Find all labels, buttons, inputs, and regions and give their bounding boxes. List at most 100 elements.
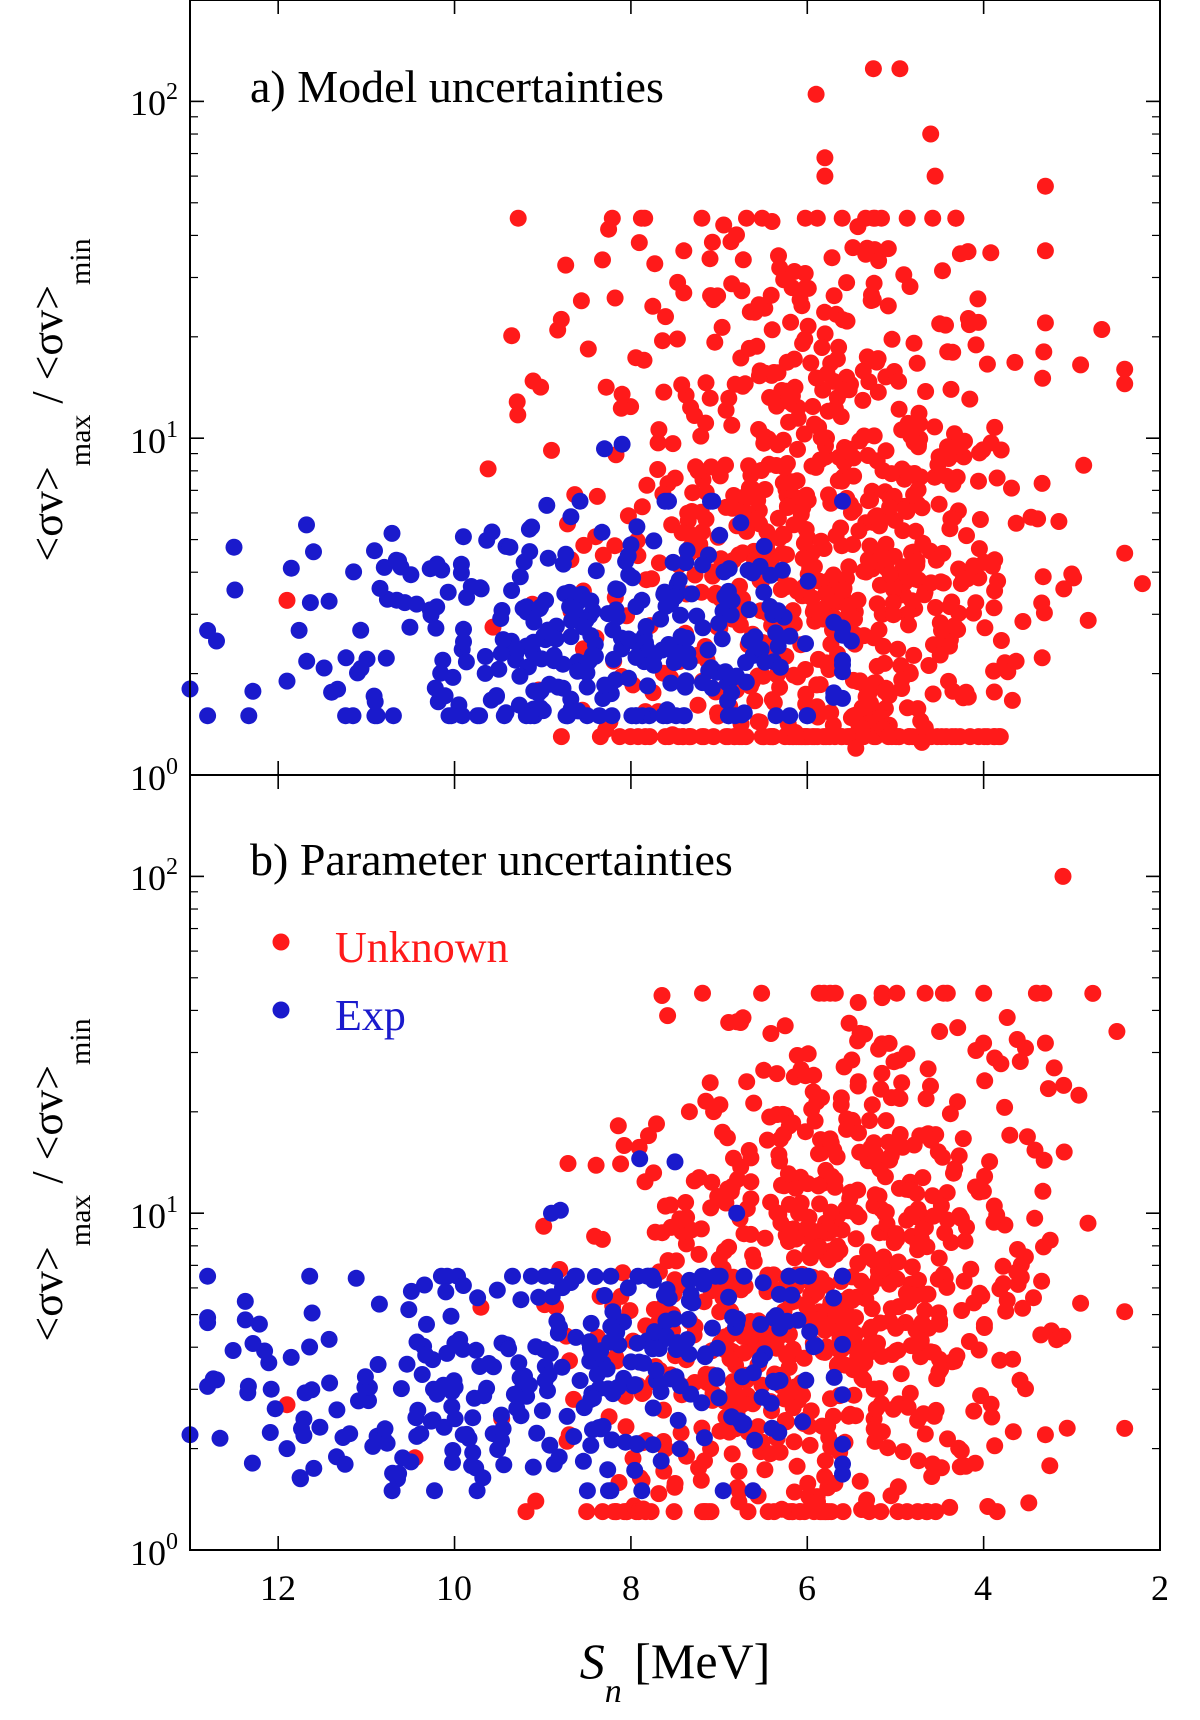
point-unknown-a-427 bbox=[803, 457, 821, 475]
point-unknown-b-508 bbox=[956, 1232, 974, 1250]
point-unknown-b-483 bbox=[931, 1311, 949, 1329]
point-exp-b-1118 bbox=[603, 1431, 621, 1449]
point-exp-b-1066 bbox=[592, 1420, 610, 1438]
point-unknown-b-657 bbox=[634, 1500, 652, 1518]
point-exp-b-965 bbox=[360, 1392, 377, 1410]
point-unknown-b-814 bbox=[753, 984, 771, 1002]
point-exp-a-1005 bbox=[421, 560, 439, 578]
point-unknown-b-739 bbox=[832, 1096, 850, 1114]
point-unknown-b-746 bbox=[779, 1165, 797, 1183]
point-unknown-a-788 bbox=[794, 549, 812, 567]
point-exp-a-920 bbox=[199, 707, 217, 725]
point-unknown-a-240 bbox=[986, 418, 1004, 436]
point-unknown-b-325 bbox=[816, 1468, 834, 1486]
point-unknown-a-11 bbox=[701, 389, 719, 407]
point-unknown-b-825 bbox=[1036, 1034, 1054, 1052]
point-exp-b-1146 bbox=[825, 1368, 843, 1386]
point-unknown-a-820 bbox=[807, 85, 825, 103]
point-exp-a-1058 bbox=[620, 669, 638, 687]
point-exp-b-935 bbox=[400, 1301, 418, 1319]
point-exp-b-968 bbox=[347, 1269, 365, 1287]
point-unknown-a-136 bbox=[1014, 613, 1032, 630]
point-exp-b-1005 bbox=[508, 1399, 526, 1417]
point-unknown-a-480 bbox=[976, 619, 994, 637]
point-exp-b-838 bbox=[794, 1413, 812, 1431]
point-unknown-a-519 bbox=[860, 685, 878, 702]
point-unknown-b-718 bbox=[768, 1106, 786, 1123]
point-exp-a-1147 bbox=[675, 707, 693, 725]
point-unknown-a-735 bbox=[862, 292, 880, 309]
point-exp-b-1023 bbox=[540, 1366, 558, 1384]
point-unknown-b-810 bbox=[1008, 1031, 1026, 1048]
point-unknown-b-476 bbox=[849, 994, 867, 1011]
point-unknown-a-596 bbox=[734, 251, 752, 269]
point-exp-b-1044 bbox=[435, 1418, 453, 1436]
point-exp-a-1067 bbox=[323, 683, 341, 701]
point-unknown-b-22 bbox=[847, 1230, 865, 1248]
point-unknown-b-715 bbox=[792, 1061, 810, 1078]
point-exp-a-1143 bbox=[517, 707, 535, 725]
point-unknown-a-764 bbox=[835, 581, 853, 599]
point-exp-a-1015 bbox=[455, 633, 472, 651]
point-unknown-a-615 bbox=[866, 508, 884, 526]
point-unknown-a-839 bbox=[278, 591, 296, 609]
point-unknown-a-477 bbox=[846, 706, 864, 724]
point-unknown-a-549 bbox=[817, 585, 835, 603]
point-exp-a-1012 bbox=[514, 600, 532, 617]
point-unknown-a-559 bbox=[945, 617, 963, 635]
point-unknown-a-483 bbox=[713, 318, 731, 336]
point-unknown-a-712 bbox=[857, 209, 875, 227]
point-unknown-b-791 bbox=[1014, 1299, 1032, 1317]
point-unknown-b-516 bbox=[1079, 1214, 1097, 1232]
point-exp-b-963 bbox=[211, 1429, 229, 1447]
point-unknown-b-423 bbox=[710, 1250, 728, 1268]
point-unknown-b-362 bbox=[982, 1395, 1000, 1413]
panel-b-x-tick-labels: 12 10 8 6 4 2 bbox=[260, 1568, 1169, 1608]
point-unknown-a-561 bbox=[575, 536, 593, 554]
point-unknown-b-627 bbox=[781, 1221, 799, 1238]
point-unknown-b-757 bbox=[772, 1130, 789, 1148]
point-unknown-a-818 bbox=[857, 245, 875, 263]
point-unknown-b-498 bbox=[770, 1206, 788, 1224]
point-exp-b-1077 bbox=[720, 1288, 738, 1306]
point-exp-b-1152 bbox=[646, 1323, 663, 1341]
point-unknown-b-736 bbox=[890, 1298, 908, 1316]
point-unknown-a-727 bbox=[829, 472, 847, 490]
point-exp-b-847 bbox=[261, 1424, 279, 1441]
point-unknown-b-817 bbox=[894, 1138, 912, 1156]
point-unknown-b-322 bbox=[872, 1503, 890, 1521]
point-unknown-b-393 bbox=[1058, 1419, 1076, 1437]
point-exp-a-888 bbox=[225, 538, 243, 556]
point-exp-a-862 bbox=[368, 707, 386, 725]
point-unknown-b-819 bbox=[952, 1210, 970, 1228]
point-exp-b-1083 bbox=[598, 1360, 616, 1378]
point-unknown-b-137 bbox=[950, 1439, 968, 1457]
point-unknown-b-466 bbox=[965, 1402, 983, 1420]
point-exp-b-996 bbox=[446, 1378, 464, 1396]
point-unknown-a-500 bbox=[971, 511, 989, 528]
point-unknown-b-802 bbox=[801, 1247, 818, 1265]
point-unknown-a-733 bbox=[813, 339, 831, 356]
point-exp-a-1069 bbox=[401, 618, 419, 636]
point-unknown-a-551 bbox=[644, 297, 662, 315]
point-unknown-b-795 bbox=[953, 1302, 971, 1319]
point-unknown-b-693 bbox=[587, 1156, 605, 1174]
point-exp-a-941 bbox=[490, 660, 508, 678]
point-unknown-b-820 bbox=[1054, 867, 1072, 885]
point-unknown-a-93 bbox=[969, 290, 987, 308]
point-unknown-b-514 bbox=[988, 1503, 1006, 1521]
point-unknown-b-481 bbox=[889, 1253, 907, 1271]
point-unknown-a-741 bbox=[960, 316, 978, 334]
point-unknown-a-715 bbox=[859, 492, 877, 510]
point-unknown-a-678 bbox=[666, 469, 684, 487]
point-unknown-b-721 bbox=[1055, 1143, 1073, 1161]
point-exp-b-1058 bbox=[451, 1331, 469, 1348]
point-unknown-b-635 bbox=[756, 1461, 774, 1479]
point-unknown-b-712 bbox=[849, 1073, 867, 1091]
point-exp-a-1076 bbox=[494, 631, 512, 649]
point-unknown-b-766 bbox=[850, 1124, 867, 1142]
point-exp-b-962 bbox=[596, 1287, 614, 1304]
point-unknown-b-85 bbox=[785, 1483, 803, 1501]
point-unknown-a-805 bbox=[1065, 569, 1083, 587]
point-exp-a-1150 bbox=[699, 641, 717, 659]
